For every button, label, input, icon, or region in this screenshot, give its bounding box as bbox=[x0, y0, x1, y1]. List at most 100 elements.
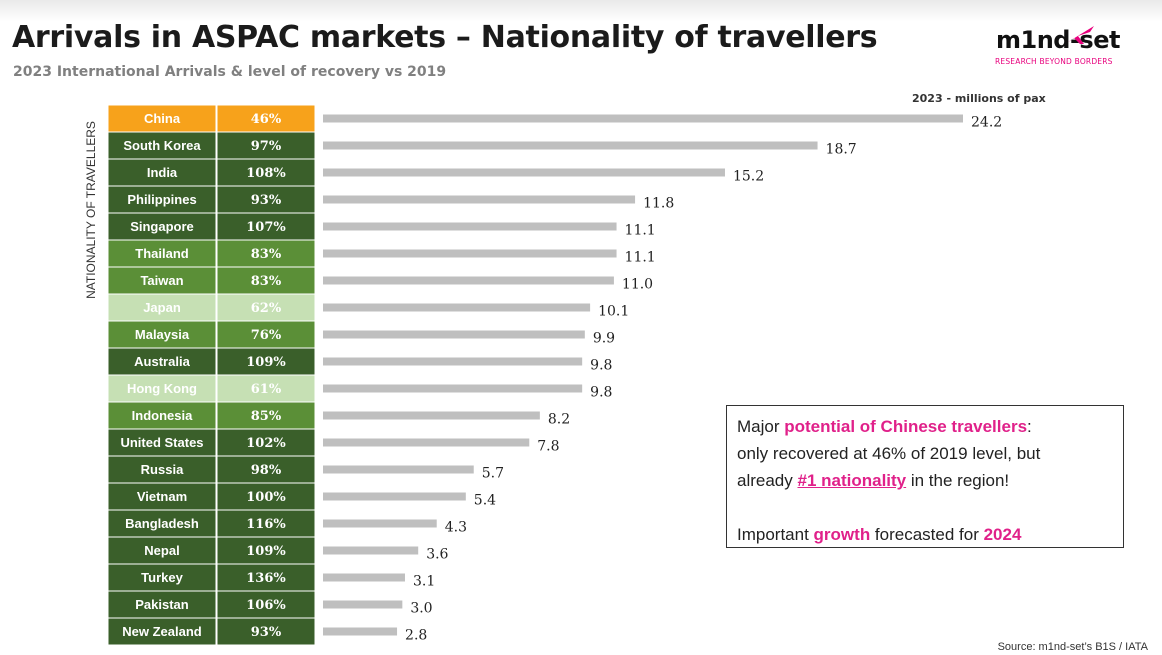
data-bar bbox=[323, 519, 437, 528]
country-cell bbox=[107, 185, 217, 214]
data-bar bbox=[323, 357, 583, 366]
country-cell bbox=[107, 617, 217, 646]
callout-line-1: Major potential of Chinese travellers: bbox=[737, 413, 1113, 440]
country-label: Hong Kong bbox=[127, 381, 197, 396]
callout-text: already bbox=[737, 471, 798, 490]
data-bar bbox=[323, 627, 398, 636]
country-label: Malaysia bbox=[135, 327, 190, 342]
country-cell bbox=[107, 104, 217, 133]
country-label: New Zealand bbox=[122, 624, 202, 639]
country-label: China bbox=[144, 111, 181, 126]
country-cell bbox=[107, 212, 217, 241]
recovery-label: 98% bbox=[251, 463, 282, 478]
callout-text: forecasted for bbox=[870, 525, 984, 544]
value-label: 11.8 bbox=[643, 196, 674, 212]
recovery-label: 136% bbox=[246, 571, 286, 586]
insight-callout: Major potential of Chinese travellers: o… bbox=[726, 405, 1124, 548]
recovery-cell bbox=[216, 590, 316, 619]
country-cell bbox=[107, 536, 217, 565]
country-label: Indonesia bbox=[132, 408, 193, 423]
recovery-cell bbox=[216, 509, 316, 538]
recovery-label: 108% bbox=[246, 166, 286, 181]
recovery-cell bbox=[216, 617, 316, 646]
data-bar bbox=[323, 492, 466, 501]
callout-highlight: growth bbox=[813, 525, 871, 544]
recovery-label: 93% bbox=[251, 625, 282, 640]
recovery-cell bbox=[216, 428, 316, 457]
value-label: 11.0 bbox=[622, 277, 653, 293]
value-label: 3.0 bbox=[410, 601, 432, 617]
value-label: 11.1 bbox=[625, 223, 656, 239]
recovery-label: 76% bbox=[251, 328, 282, 343]
country-label: India bbox=[147, 165, 178, 180]
callout-highlight: 2024 bbox=[983, 525, 1022, 544]
value-label: 4.3 bbox=[445, 520, 467, 536]
country-label: Russia bbox=[141, 462, 184, 477]
value-label: 18.7 bbox=[826, 142, 857, 158]
value-label: 2.8 bbox=[405, 628, 427, 644]
country-label: Vietnam bbox=[137, 489, 187, 504]
source-note: Source: m1nd-set’s B1S / IATA bbox=[997, 641, 1148, 653]
recovery-cell bbox=[216, 104, 316, 133]
recovery-label: 106% bbox=[246, 598, 286, 613]
recovery-label: 102% bbox=[246, 436, 286, 451]
country-cell bbox=[107, 590, 217, 619]
recovery-label: 85% bbox=[251, 409, 282, 424]
recovery-label: 83% bbox=[251, 274, 282, 289]
data-bar bbox=[323, 114, 963, 123]
data-bar bbox=[323, 195, 636, 204]
country-label: Thailand bbox=[135, 246, 189, 261]
data-bar bbox=[323, 249, 617, 258]
country-label: Bangladesh bbox=[125, 516, 199, 531]
value-label: 3.1 bbox=[413, 574, 435, 590]
page-title: Arrivals in ASPAC markets – Nationality … bbox=[12, 20, 878, 55]
airplane-icon bbox=[1068, 26, 1094, 44]
callout-text: Major bbox=[737, 417, 785, 436]
recovery-label: 97% bbox=[251, 139, 282, 154]
recovery-cell bbox=[216, 401, 316, 430]
country-label: Singapore bbox=[130, 219, 194, 234]
country-label: Philippines bbox=[127, 192, 196, 207]
value-label: 5.7 bbox=[482, 466, 504, 482]
data-bar bbox=[323, 222, 617, 231]
data-bar bbox=[323, 546, 419, 555]
recovery-cell bbox=[216, 212, 316, 241]
recovery-label: 109% bbox=[246, 355, 286, 370]
value-label: 5.4 bbox=[474, 493, 496, 509]
country-label: Japan bbox=[143, 300, 181, 315]
country-cell bbox=[107, 401, 217, 430]
data-bar bbox=[323, 276, 614, 285]
recovery-label: 109% bbox=[246, 544, 286, 559]
recovery-cell bbox=[216, 320, 316, 349]
value-label: 9.8 bbox=[590, 385, 612, 401]
recovery-label: 83% bbox=[251, 247, 282, 262]
recovery-label: 93% bbox=[251, 193, 282, 208]
recovery-label: 100% bbox=[246, 490, 286, 505]
unit-label: 2023 - millions of pax bbox=[912, 92, 1046, 105]
data-bar bbox=[323, 465, 474, 474]
country-label: Pakistan bbox=[135, 597, 189, 612]
callout-highlight: #1 nationality bbox=[797, 471, 907, 490]
value-label: 10.1 bbox=[598, 304, 629, 320]
recovery-cell bbox=[216, 131, 316, 160]
country-cell bbox=[107, 563, 217, 592]
country-cell bbox=[107, 347, 217, 376]
recovery-label: 116% bbox=[246, 517, 286, 532]
data-bar bbox=[323, 141, 818, 150]
country-label: Taiwan bbox=[140, 273, 183, 288]
data-bar bbox=[323, 438, 530, 447]
value-label: 24.2 bbox=[971, 115, 1002, 131]
country-label: United States bbox=[120, 435, 203, 450]
data-bar bbox=[323, 330, 585, 339]
logo-tagline: RESEARCH BEYOND BORDERS bbox=[995, 57, 1113, 66]
recovery-cell bbox=[216, 185, 316, 214]
data-bar bbox=[323, 303, 591, 312]
value-label: 3.6 bbox=[426, 547, 448, 563]
recovery-cell bbox=[216, 239, 316, 268]
callout-text: : bbox=[1027, 417, 1032, 436]
country-label: Nepal bbox=[144, 543, 179, 558]
callout-line-2: only recovered at 46% of 2019 level, but bbox=[737, 444, 1041, 463]
callout-line-3: already #1 nationality in the region! bbox=[737, 467, 1113, 494]
value-label: 11.1 bbox=[625, 250, 656, 266]
recovery-label: 46% bbox=[251, 112, 282, 127]
